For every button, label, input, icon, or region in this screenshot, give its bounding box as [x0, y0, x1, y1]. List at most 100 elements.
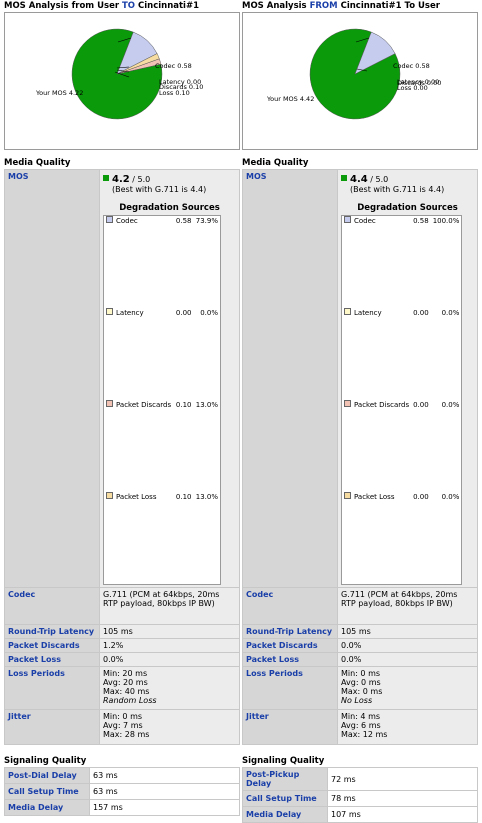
degradation-value: 0.00 — [175, 309, 192, 317]
media-quality-title: Media Quality — [4, 158, 71, 168]
degradation-row: Packet Loss 0.00 0.0% — [342, 492, 462, 585]
degradation-table: Codec 0.58 100.0% Latency 0.00 0.0% Packet Dis… — [341, 215, 463, 585]
loss-label: Packet Loss — [242, 652, 338, 667]
call-setup-time-label: Call Setup Time — [4, 783, 90, 800]
jitter-max: Max: 28 ms — [103, 730, 150, 739]
media-quality-table: MOS 4.2 / 5.0 (Best with G.711 is 4.4) D… — [4, 169, 240, 745]
media-delay-label: Media Delay — [242, 806, 328, 823]
loss-label: Packet Loss — [4, 652, 100, 667]
mos-indicator-icon — [103, 175, 109, 181]
media-quality-title: Media Quality — [242, 158, 309, 168]
degradation-title: Degradation Sources — [119, 203, 220, 213]
post-dial-delay-value: 63 ms — [89, 767, 240, 784]
degradation-pct: 0.0% — [200, 309, 218, 317]
loss-periods-min: Min: 20 ms — [103, 669, 148, 678]
post-pickup-delay-value: 72 ms — [327, 767, 478, 791]
pie-chart-box: Codec 0.58 Latency 0.00 Discards 0.00 Lo… — [242, 12, 478, 150]
signaling-quality-table: Post-Pickup Delay 72 ms Call Setup Time 78… — [242, 767, 478, 823]
mos-value: 4.4 — [350, 174, 368, 185]
degradation-pct: 100.0% — [432, 217, 460, 225]
post-pickup-delay-label: Post-Pickup Delay — [242, 767, 328, 791]
degradation-pct: 13.0% — [195, 401, 218, 409]
degradation-value: 0.58 — [175, 217, 192, 225]
jitter-min: Min: 4 ms — [341, 712, 381, 721]
mos-label: MOS — [242, 169, 338, 588]
codec-value: G.711 (PCM at 64kbps, 20ms RTP payload, … — [337, 587, 478, 625]
pie-label-mos: Your MOS 4.22 — [35, 89, 83, 97]
degradation-row: Latency 0.00 0.0% — [342, 308, 462, 400]
codec-label: Codec — [4, 587, 100, 625]
mos-max: / 5.0 — [129, 175, 151, 184]
loss-periods-note: Random Loss — [103, 696, 157, 705]
codec-value: G.711 (PCM at 64kbps, 20ms RTP payload, … — [99, 587, 240, 625]
loss-value: 0.0% — [337, 652, 478, 667]
degradation-row: Packet Discards 0.00 0.0% — [342, 400, 462, 492]
pie-label-mos: Your MOS 4.42 — [266, 95, 314, 103]
degradation-value: 0.58 — [413, 217, 429, 225]
degradation-value: 0.00 — [413, 493, 429, 501]
discards-value: 1.2% — [99, 638, 240, 653]
media-delay-value: 157 ms — [89, 799, 240, 816]
degradation-name: Packet Discards — [116, 401, 172, 409]
loss-periods-note: No Loss — [341, 696, 373, 705]
discards-label: Packet Discards — [242, 638, 338, 653]
degradation-pct: 0.0% — [441, 309, 460, 317]
degradation-pct: 13.0% — [195, 493, 218, 501]
loss-periods-max: Max: 0 ms — [341, 687, 383, 696]
signaling-quality-table: Post-Dial Delay 63 ms Call Setup Time 63 m… — [4, 767, 240, 816]
rtl-label: Round-Trip Latency — [242, 624, 338, 639]
pie-label-codec: Codec 0.58 — [393, 62, 430, 70]
rtl-value: 105 ms — [337, 624, 478, 639]
legend-swatch-icon — [106, 216, 113, 223]
discards-label: Packet Discards — [4, 638, 100, 653]
legend-swatch-icon — [106, 400, 113, 407]
loss-periods-avg: Avg: 20 ms — [103, 678, 148, 687]
degradation-row: Codec 0.58 73.9% — [104, 216, 221, 309]
degradation-row: Packet Discards 0.10 13.0% — [104, 400, 221, 492]
media-delay-label: Media Delay — [4, 799, 90, 816]
pie-label-latency: Latency 0.00 — [159, 78, 201, 86]
degradation-value: 0.00 — [413, 401, 429, 409]
legend-swatch-icon — [344, 216, 351, 223]
signaling-quality-title: Signaling Quality — [4, 756, 87, 766]
mos-best: (Best with G.711 is 4.4) — [112, 185, 207, 194]
legend-swatch-icon — [106, 308, 113, 315]
pie-label-codec: Codec 0.58 — [155, 62, 192, 70]
signaling-quality-title: Signaling Quality — [242, 756, 325, 766]
mos-label: MOS — [4, 169, 100, 588]
degradation-value: 0.10 — [175, 401, 192, 409]
mos-pie-chart: Codec 0.58 Latency 0.00 Discards 0.00 Lo… — [266, 28, 441, 120]
jitter-label: Jitter — [4, 709, 100, 745]
pie-chart-box: Codec 0.58 Latency 0.00 Discards 0.10 Lo… — [4, 12, 240, 150]
post-dial-delay-label: Post-Dial Delay — [4, 767, 90, 784]
degradation-pct: 0.0% — [441, 493, 460, 501]
mos-pie-chart: Codec 0.58 Latency 0.00 Discards 0.10 Lo… — [35, 28, 203, 120]
media-quality-table: MOS 4.4 / 5.0 (Best with G.711 is 4.4) D… — [242, 169, 478, 745]
jitter-label: Jitter — [242, 709, 338, 745]
mos-indicator-icon — [341, 175, 347, 181]
loss-periods-label: Loss Periods — [4, 666, 100, 710]
pie-label-loss: Loss 0.10 — [159, 89, 190, 97]
analysis-panel-from: MOS Analysis FROM Cincinnati#1 To User C… — [242, 0, 478, 823]
analysis-panel-to: MOS Analysis from User TO Cincinnati#1 C… — [4, 0, 240, 816]
pie-label-discards: Discards 0.10 — [159, 83, 203, 91]
discards-value: 0.0% — [337, 638, 478, 653]
degradation-name: Packet Loss — [116, 493, 157, 501]
legend-swatch-icon — [344, 492, 351, 499]
degradation-name: Packet Discards — [354, 401, 410, 409]
degradation-name: Latency — [116, 309, 144, 317]
legend-swatch-icon — [344, 400, 351, 407]
loss-periods-min: Min: 0 ms — [341, 669, 381, 678]
jitter-min: Min: 0 ms — [103, 712, 143, 721]
degradation-row: Codec 0.58 100.0% — [342, 216, 462, 309]
panel-title: MOS Analysis from User TO Cincinnati#1 — [4, 1, 199, 11]
call-setup-time-label: Call Setup Time — [242, 790, 328, 807]
legend-swatch-icon — [344, 308, 351, 315]
degradation-value: 0.00 — [413, 309, 429, 317]
legend-swatch-icon — [106, 492, 113, 499]
codec-label: Codec — [242, 587, 338, 625]
pie-label-latency: Latency 0.00 — [397, 78, 439, 86]
media-delay-value: 107 ms — [327, 806, 478, 823]
panel-title: MOS Analysis FROM Cincinnati#1 To User — [242, 1, 440, 11]
jitter-avg: Avg: 7 ms — [103, 721, 143, 730]
